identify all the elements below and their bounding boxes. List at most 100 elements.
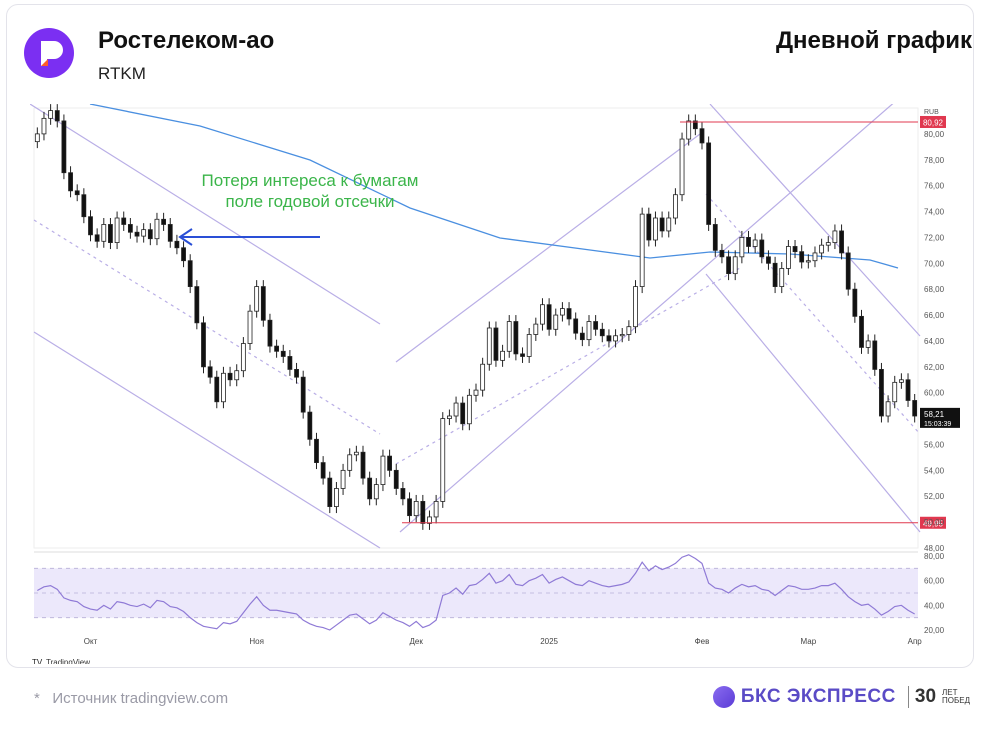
candle-body	[845, 252, 851, 290]
candle-body	[134, 231, 140, 237]
candle-body	[520, 353, 525, 357]
candle-body	[646, 213, 652, 241]
channel-line	[709, 103, 921, 337]
candle-body	[573, 318, 579, 334]
candle-body	[367, 477, 373, 500]
candle-body	[34, 133, 40, 143]
price-level-label: 80,92	[923, 118, 944, 127]
candle-body	[174, 240, 180, 249]
candle-body	[453, 402, 459, 417]
candle-body	[812, 252, 818, 262]
candle-body	[706, 142, 712, 225]
y-tick-label: 80,00	[924, 130, 945, 139]
y-tick-label: 74,00	[924, 208, 945, 217]
channel-line	[33, 331, 381, 549]
y-tick-label: 60,00	[924, 389, 945, 398]
candle-body	[885, 401, 891, 417]
candle-body	[719, 249, 725, 258]
company-title: Ростелеком-ао	[98, 27, 275, 54]
candle-body	[340, 469, 346, 489]
candle-body	[633, 286, 638, 328]
y-tick-label: 78,00	[924, 156, 945, 165]
candle-body	[201, 322, 206, 368]
candle-body	[221, 372, 226, 403]
candle-body	[746, 237, 751, 247]
price-level-tag	[920, 516, 946, 529]
candle-body	[287, 356, 293, 370]
y-tick-label: 68,00	[924, 285, 945, 294]
x-tick-label: Ноя	[249, 637, 264, 646]
candle-body	[187, 260, 193, 287]
candle-body	[639, 213, 645, 287]
candle-body	[108, 224, 113, 243]
candle-body	[427, 516, 432, 524]
channel-line	[395, 133, 701, 363]
ticker-label: RTKM	[98, 64, 146, 83]
candle-body	[74, 190, 80, 196]
candle-body	[659, 217, 665, 232]
candle-body	[141, 229, 147, 237]
candle-body	[653, 217, 658, 241]
candle-body	[912, 400, 918, 417]
candle-body	[772, 262, 778, 287]
candle-body	[546, 304, 552, 330]
source-note: * Источник tradingview.com	[34, 690, 228, 707]
candle-body	[314, 438, 319, 463]
x-tick-label: 2025	[540, 637, 558, 646]
candle-body	[254, 286, 260, 312]
last-price-timer: 15:03:39	[924, 421, 951, 428]
x-tick-label: Апр	[908, 637, 923, 646]
channel-line	[705, 273, 921, 533]
y-tick-label: 76,00	[924, 182, 945, 191]
candle-body	[54, 110, 60, 122]
candle-body	[752, 239, 758, 247]
tradingview-watermark: TV TradingView	[32, 658, 90, 667]
source-text: Источник tradingview.com	[52, 690, 229, 707]
price-level-tag	[920, 115, 946, 128]
last-price-tag	[920, 407, 960, 428]
candle-body	[540, 304, 545, 325]
candle-body	[566, 308, 572, 320]
candle-body	[420, 501, 426, 524]
candle-body	[41, 117, 47, 135]
candle-body	[506, 321, 512, 352]
candle-body	[686, 120, 692, 140]
annotation-line-1: Потеря интереса к бумагам	[201, 171, 418, 190]
y-tick-label: 52,00	[924, 492, 945, 501]
candle-body	[766, 256, 771, 264]
candle-body	[300, 376, 306, 413]
candle-body	[94, 234, 100, 242]
price-chart: 80,92 49,95 RUB 80,00 78,00 76,00 74,00 72,00 7…	[29, 79, 972, 667]
source-bullet: *	[34, 690, 40, 707]
candle-body	[626, 326, 632, 335]
currency-label: RUB	[924, 109, 939, 116]
candle-body	[274, 345, 279, 352]
channel-line	[399, 79, 921, 533]
rsi-tick-label: 20,00	[924, 626, 945, 635]
period-label: Дневной график	[775, 27, 972, 54]
candle-body	[373, 484, 379, 500]
candle-body	[267, 319, 273, 347]
candle-body	[61, 120, 67, 174]
candle-body	[606, 335, 612, 342]
candle-body	[879, 369, 884, 417]
candle-body	[207, 366, 213, 378]
candle-body	[88, 216, 93, 236]
candle-body	[619, 334, 625, 337]
rostelecom-logo	[24, 28, 74, 78]
candle-body	[413, 501, 419, 517]
y-tick-label: 64,00	[924, 337, 945, 346]
candle-body	[260, 286, 266, 321]
candle-body	[127, 224, 133, 233]
y-tick-label: 66,00	[924, 311, 945, 320]
brand-name: БКС ЭКСПРЕСС	[740, 686, 896, 707]
candle-body	[147, 229, 153, 240]
channel-line	[29, 103, 381, 325]
candle-body	[500, 350, 505, 361]
channel-line	[705, 193, 921, 435]
candle-body	[613, 335, 618, 342]
candle-body	[347, 454, 353, 471]
candle-body	[214, 376, 220, 403]
candle-body	[447, 415, 452, 419]
x-tick-label: Мар	[801, 637, 817, 646]
